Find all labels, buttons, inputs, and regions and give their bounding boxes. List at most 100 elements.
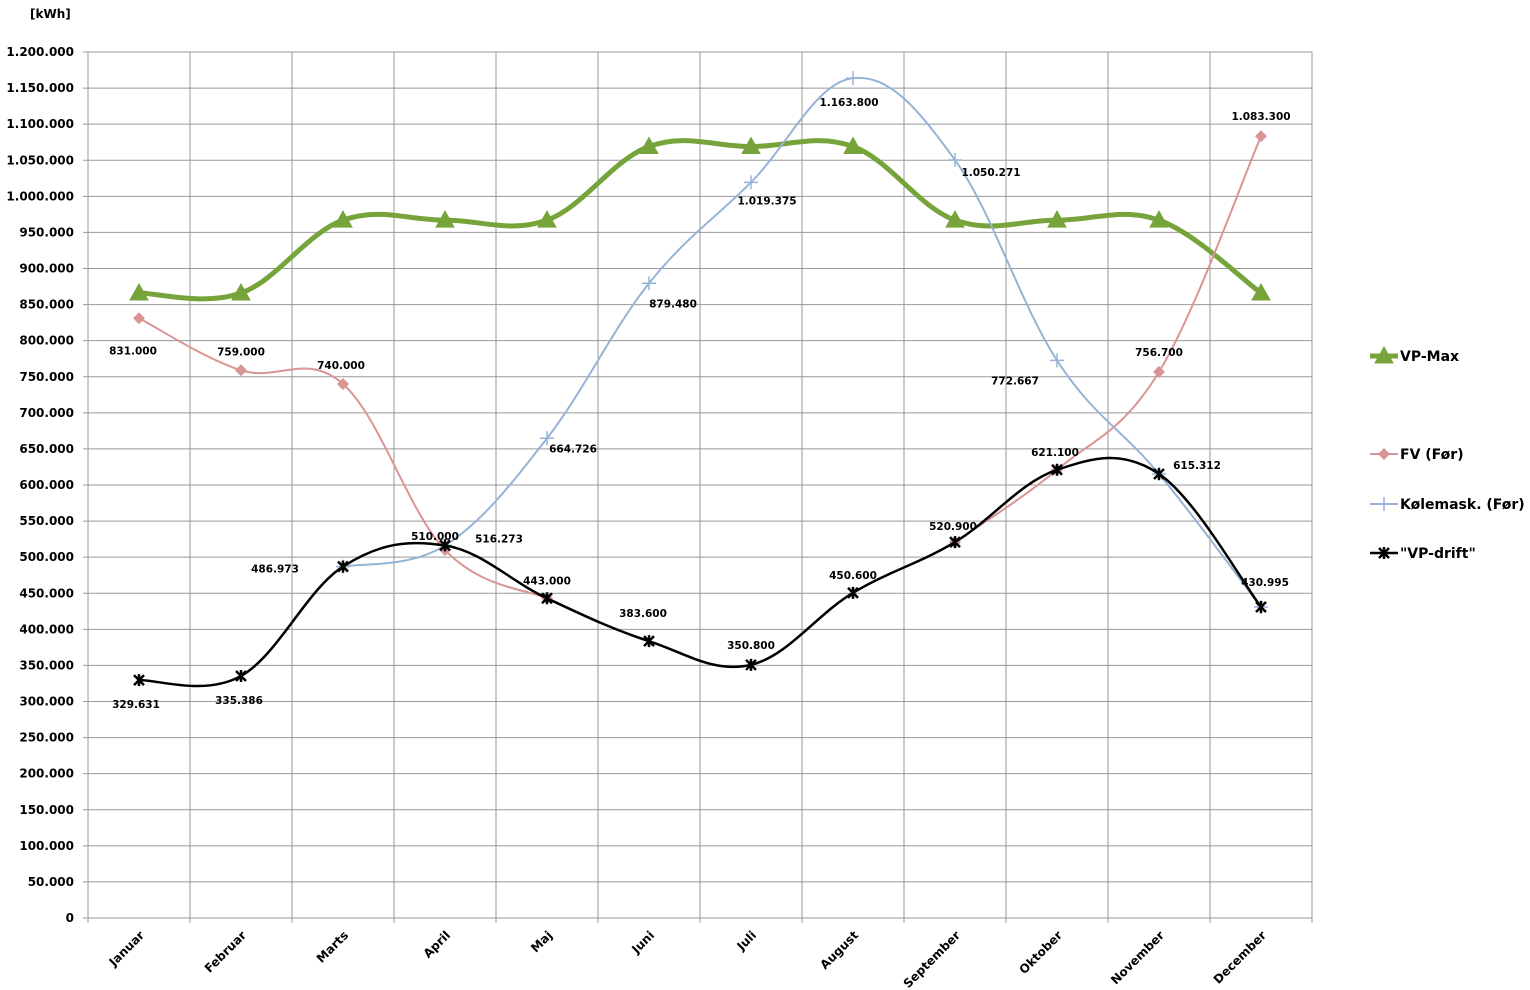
data-point-marker bbox=[741, 136, 761, 155]
legend-label: VP-Max bbox=[1400, 349, 1459, 365]
data-point-marker bbox=[337, 560, 349, 573]
legend-item: "VP-drift" bbox=[1370, 546, 1476, 562]
data-point-marker bbox=[639, 136, 659, 155]
data-label: 1.050.271 bbox=[961, 167, 1020, 179]
y-tick-label: 550.000 bbox=[19, 514, 74, 528]
data-label: 335.386 bbox=[215, 695, 263, 707]
data-point-marker bbox=[847, 586, 859, 599]
x-tick-label: Januar bbox=[106, 928, 148, 970]
legend-swatch-marker bbox=[1374, 345, 1394, 364]
data-point-marker bbox=[642, 276, 656, 291]
data-point-marker bbox=[541, 592, 553, 605]
data-label: 621.100 bbox=[1031, 447, 1079, 459]
data-point-marker bbox=[1255, 600, 1267, 613]
data-label: 615.312 bbox=[1173, 460, 1221, 472]
y-tick-label: 850.000 bbox=[19, 298, 74, 312]
x-tick-label: Oktober bbox=[1016, 928, 1065, 977]
data-point-marker bbox=[744, 175, 758, 190]
data-label: 516.273 bbox=[475, 533, 523, 545]
legend-label: Kølemask. (Før) bbox=[1400, 497, 1525, 513]
legend: VP-Max FV (Før) Kølemask. (Før) "VP-drift" bbox=[1370, 345, 1525, 562]
x-tick-label: Juni bbox=[628, 928, 657, 957]
data-label: 350.800 bbox=[727, 640, 775, 652]
y-tick-label: 350.000 bbox=[19, 658, 74, 672]
y-tick-label: 750.000 bbox=[19, 370, 74, 384]
data-point-marker bbox=[1051, 463, 1063, 476]
data-label: 756.700 bbox=[1135, 347, 1183, 359]
legend-label: "VP-drift" bbox=[1400, 546, 1476, 562]
legend-swatch-marker bbox=[1378, 448, 1390, 460]
x-tick-label: Februar bbox=[202, 928, 249, 975]
y-tick-label: 650.000 bbox=[19, 442, 74, 456]
data-point-marker bbox=[133, 674, 145, 687]
y-tick-label: 400.000 bbox=[19, 622, 74, 636]
data-point-marker bbox=[235, 669, 247, 682]
y-tick-label: 800.000 bbox=[19, 334, 74, 348]
data-label: 443.000 bbox=[523, 575, 571, 587]
series-line bbox=[138, 456, 1262, 688]
data-label: 383.600 bbox=[619, 608, 667, 620]
data-point-marker bbox=[435, 210, 455, 228]
legend-swatch-marker bbox=[1378, 547, 1390, 559]
data-label: 1.019.375 bbox=[737, 195, 796, 207]
legend-item: Kølemask. (Før) bbox=[1370, 497, 1525, 513]
x-tick-label: August bbox=[817, 928, 861, 972]
y-tick-label: 900.000 bbox=[19, 262, 74, 276]
data-label: 664.726 bbox=[549, 443, 597, 455]
data-point-marker bbox=[540, 431, 554, 446]
data-point-marker bbox=[1149, 210, 1169, 228]
data-point-marker bbox=[843, 136, 863, 155]
data-point-marker bbox=[231, 283, 251, 301]
data-point-marker bbox=[1047, 210, 1067, 228]
data-point-marker bbox=[337, 377, 349, 390]
data-label: 1.083.300 bbox=[1231, 111, 1290, 123]
y-tick-label: 600.000 bbox=[19, 478, 74, 492]
y-tick-label: 0 bbox=[66, 911, 74, 925]
data-point-marker bbox=[439, 539, 451, 552]
x-axis-ticks: Januar Februar Marts April Maj Juni Juli August… bbox=[106, 928, 1270, 990]
data-labels: 831.000 759.000 740.000 510.000 443.000 520.9… bbox=[109, 97, 1290, 711]
data-point-marker bbox=[846, 71, 860, 86]
data-point-marker bbox=[1153, 365, 1165, 378]
y-tick-label: 1.050.000 bbox=[6, 153, 74, 167]
y-tick-label: 1.100.000 bbox=[6, 117, 74, 131]
series-lines bbox=[129, 71, 1271, 688]
data-point-marker bbox=[1251, 283, 1271, 301]
y-tick-label: 300.000 bbox=[19, 695, 74, 709]
x-tick-label: Maj bbox=[528, 928, 555, 955]
series-3 bbox=[133, 456, 1267, 688]
y-tick-label: 250.000 bbox=[19, 731, 74, 745]
data-point-marker bbox=[745, 658, 757, 671]
data-label: 450.600 bbox=[829, 570, 877, 582]
series-0 bbox=[129, 136, 1271, 302]
y-tick-label: 50.000 bbox=[28, 875, 74, 889]
y-tick-label: 1.200.000 bbox=[6, 45, 74, 59]
y-tick-label: 450.000 bbox=[19, 586, 74, 600]
data-label: 510.000 bbox=[411, 531, 459, 543]
data-label: 486.973 bbox=[251, 564, 299, 576]
legend-item: FV (Før) bbox=[1370, 447, 1464, 463]
series-line bbox=[138, 317, 548, 600]
y-tick-label: 950.000 bbox=[19, 225, 74, 239]
data-label: 759.000 bbox=[217, 346, 265, 358]
y-tick-label: 150.000 bbox=[19, 803, 74, 817]
data-point-marker bbox=[1153, 467, 1165, 480]
data-label: 329.631 bbox=[112, 699, 160, 711]
data-point-marker bbox=[235, 364, 247, 377]
x-tick-label: November bbox=[1108, 928, 1167, 987]
x-tick-label: December bbox=[1211, 928, 1269, 986]
y-tick-label: 500.000 bbox=[19, 550, 74, 564]
data-point-marker bbox=[129, 283, 149, 301]
y-tick-label: 1.000.000 bbox=[6, 189, 74, 203]
data-point-marker bbox=[949, 536, 961, 549]
x-tick-label: Juli bbox=[733, 928, 759, 954]
data-label: 740.000 bbox=[317, 360, 365, 372]
data-label: 520.900 bbox=[929, 521, 977, 533]
data-label: 831.000 bbox=[109, 345, 157, 357]
data-point-marker bbox=[1050, 353, 1064, 368]
series-line bbox=[954, 135, 1262, 543]
data-point-marker bbox=[948, 153, 962, 168]
legend-item: VP-Max bbox=[1370, 345, 1459, 365]
y-tick-label: 1.150.000 bbox=[6, 81, 74, 95]
gridlines bbox=[83, 51, 1313, 923]
